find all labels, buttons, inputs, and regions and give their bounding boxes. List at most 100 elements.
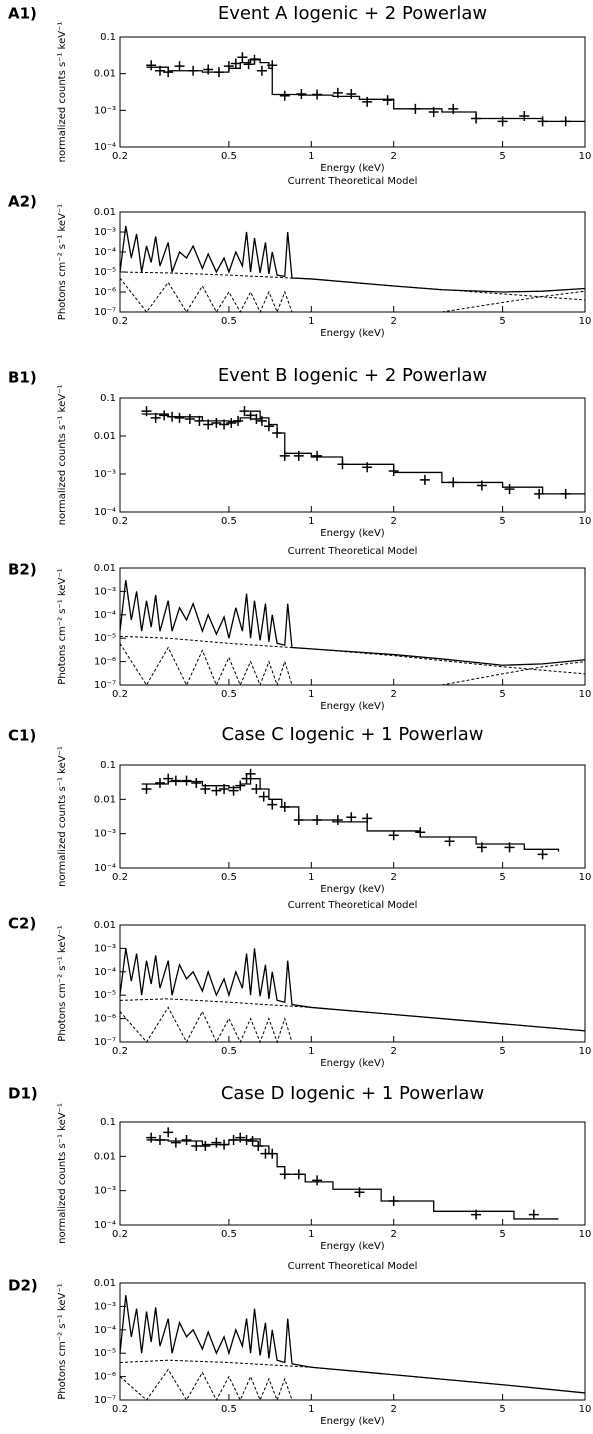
y-tick-label: 0.01 (94, 69, 116, 80)
x-tick-label: 0.5 (221, 1229, 237, 1240)
y-axis-label: normalized counts s⁻¹ keV⁻¹ (57, 1103, 68, 1244)
model-line (119, 271, 586, 301)
y-tick-label: 10⁻³ (94, 829, 116, 840)
data-point (163, 1127, 174, 1138)
model-line (119, 1006, 293, 1044)
data-point (419, 474, 430, 485)
data-point (444, 836, 455, 847)
data-point (146, 1132, 157, 1143)
model-line (119, 1359, 586, 1394)
model-line (441, 290, 586, 313)
data-point (191, 777, 202, 788)
x-tick-label: 0.2 (112, 872, 128, 883)
model-line (119, 643, 293, 687)
data-point (346, 88, 357, 99)
x-tick-label: 1 (308, 689, 314, 700)
y-tick-label: 10⁻⁴ (94, 142, 116, 153)
data-point (388, 830, 399, 841)
x-tick-label: 5 (499, 516, 505, 527)
panel-title: Current Theoretical Model (288, 1261, 418, 1272)
data-point (247, 1135, 258, 1146)
data-point (184, 414, 195, 425)
y-tick-label: 10⁻⁵ (94, 267, 116, 278)
x-tick-label: 10 (579, 151, 592, 162)
x-tick-label: 0.2 (112, 151, 128, 162)
x-tick-label: 2 (391, 151, 397, 162)
data-point (230, 58, 241, 69)
data-point (174, 61, 185, 72)
y-tick-label: 10⁻⁵ (94, 1348, 116, 1359)
y-tick-label: 0.01 (94, 1151, 116, 1162)
panel-label: D1) (8, 1085, 38, 1103)
x-tick-label: 2 (391, 316, 397, 327)
x-tick-label: 0.5 (221, 872, 237, 883)
x-tick-label: 0.2 (112, 316, 128, 327)
model-step-line (141, 410, 585, 495)
x-tick-label: 1 (308, 316, 314, 327)
y-tick-label: 10⁻⁴ (94, 863, 116, 874)
data-point (267, 799, 278, 810)
x-tick-label: 0.5 (221, 316, 237, 327)
model-line (119, 277, 293, 314)
model-line (119, 1368, 293, 1402)
x-tick-label: 10 (579, 1046, 592, 1057)
data-point (174, 412, 185, 423)
data-point (251, 414, 262, 425)
panel-label: B2) (8, 561, 37, 579)
model-line (119, 948, 586, 1032)
y-axis-label: Photons cm⁻² s⁻¹ keV⁻¹ (57, 204, 68, 320)
y-tick-label: 0.1 (100, 32, 116, 43)
data-point (170, 775, 181, 786)
plot-frame (119, 36, 586, 148)
panel-label: A1) (8, 5, 37, 23)
data-point (191, 1141, 202, 1151)
data-point (362, 96, 373, 107)
x-axis-label: Energy (keV) (320, 528, 385, 539)
y-tick-label: 10⁻³ (94, 1301, 116, 1312)
data-point (203, 64, 214, 75)
y-tick-label: 10⁻⁴ (94, 967, 116, 978)
y-tick-label: 0.1 (100, 760, 116, 771)
data-point (154, 777, 165, 788)
x-axis-label: Energy (keV) (320, 163, 385, 174)
panel-label: D2) (8, 1277, 38, 1295)
y-tick-label: 10⁻³ (94, 586, 116, 597)
data-point (519, 111, 530, 122)
x-tick-label: 10 (579, 516, 592, 527)
data-point (256, 65, 267, 76)
data-point (181, 1134, 192, 1145)
y-tick-label: 0.1 (100, 1117, 116, 1128)
y-tick-label: 10⁻⁶ (94, 1014, 116, 1025)
x-tick-label: 0.2 (112, 1229, 128, 1240)
y-tick-label: 10⁻⁴ (94, 1220, 116, 1231)
panel-label: A2) (8, 193, 37, 211)
model-line (119, 998, 586, 1032)
x-tick-label: 0.2 (112, 1046, 128, 1057)
data-point (245, 768, 256, 779)
model-line (119, 1295, 586, 1394)
x-axis-label: Energy (keV) (320, 328, 385, 339)
y-tick-label: 10⁻⁵ (94, 990, 116, 1001)
plot-frame (119, 764, 586, 869)
data-point (146, 60, 157, 71)
data-point (237, 52, 248, 63)
x-tick-label: 10 (579, 872, 592, 883)
y-tick-label: 10⁻³ (94, 1186, 116, 1197)
y-tick-label: 0.01 (94, 207, 116, 218)
x-tick-label: 5 (499, 151, 505, 162)
x-axis-label: Energy (keV) (320, 1058, 385, 1069)
model-line (441, 661, 586, 686)
data-point (528, 1209, 539, 1220)
y-tick-label: 0.01 (94, 1278, 116, 1289)
plot-frame (119, 397, 586, 513)
x-axis-label: Energy (keV) (320, 1241, 385, 1252)
data-point (200, 1141, 211, 1151)
y-tick-label: 10⁻⁷ (94, 680, 116, 691)
x-tick-label: 1 (308, 151, 314, 162)
x-tick-label: 2 (391, 872, 397, 883)
x-tick-label: 5 (499, 689, 505, 700)
data-point (141, 783, 152, 794)
data-point (226, 417, 237, 428)
panel-label: C2) (8, 915, 36, 933)
plot-frame (119, 924, 586, 1043)
